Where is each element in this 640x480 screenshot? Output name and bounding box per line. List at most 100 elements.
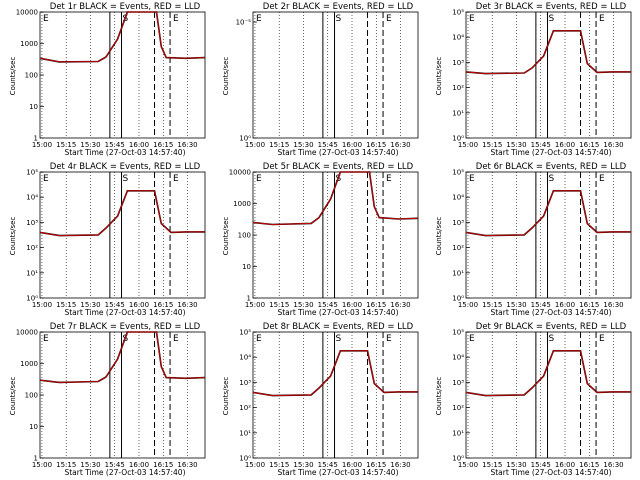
y-tick-label: 10³ xyxy=(452,219,464,227)
y-tick-label: 1 xyxy=(247,295,251,303)
plot-frame xyxy=(39,331,206,459)
y-tick-label: 10⁵ xyxy=(452,169,464,177)
series-line-events xyxy=(465,29,631,75)
chart-plot: 15:00 15:15 15:30 15:45 16:00 16:15 16:30 10⁰ 10… xyxy=(26,169,206,309)
plot-frame xyxy=(252,331,419,459)
x-tick-label: 15:45 xyxy=(318,141,338,149)
y-tick-label: 10¹ xyxy=(239,429,251,437)
x-tick-label: 16:00 xyxy=(555,301,575,309)
chart-panel: Det 8r BLACK = Events, RED = LLD Start Ti… xyxy=(213,320,426,480)
x-tick-label: 15:00 xyxy=(32,141,52,149)
flag-label: E xyxy=(43,174,49,184)
chart-panel: Det 5r BLACK = Events, RED = LLD Start Ti… xyxy=(213,160,426,320)
x-tick-label: 15:30 xyxy=(506,461,526,469)
chart-title: Det 2r BLACK = Events, RED = LLD xyxy=(262,2,414,12)
x-tick-label: 15:30 xyxy=(80,141,100,149)
flag-label: E xyxy=(599,174,605,184)
y-tick-label: 10³ xyxy=(452,59,464,67)
chart-panel: Det 9r BLACK = Events, RED = LLD Start Ti… xyxy=(426,320,639,480)
x-tick-label: 15:00 xyxy=(32,301,52,309)
x-tick-label: 15:00 xyxy=(245,301,265,309)
plot-frame xyxy=(252,171,419,299)
x-tick-label: 16:30 xyxy=(177,301,197,309)
y-tick-label: 10³ xyxy=(452,379,464,387)
x-tick-label: 16:15 xyxy=(579,461,599,469)
y-tick-label: 10⁵ xyxy=(26,169,38,177)
x-tick-label: 16:00 xyxy=(342,461,362,469)
x-tick-label: 15:30 xyxy=(506,301,526,309)
y-tick-label: 10² xyxy=(452,84,464,92)
y-tick-label: 10⁵ xyxy=(452,9,464,17)
x-tick-label: 15:15 xyxy=(56,141,76,149)
y-tick-label: 10² xyxy=(26,244,38,252)
flag-label: E xyxy=(256,334,262,344)
x-tick-label: 15:15 xyxy=(482,141,502,149)
flag-label: E xyxy=(599,14,605,24)
x-axis-label: Start Time (27-Oct-03 14:57:40) xyxy=(64,308,186,317)
x-tick-label: 16:15 xyxy=(366,141,386,149)
chart-title: Det 4r BLACK = Events, RED = LLD xyxy=(49,162,201,172)
chart-panel: Det 7r BLACK = Events, RED = LLD Start Ti… xyxy=(0,320,213,480)
y-tick-label: 100 xyxy=(238,232,251,240)
chart-plot: 15:00 15:15 15:30 15:45 16:00 16:15 16:30 10⁰ 10… xyxy=(452,169,632,309)
x-tick-label: 16:15 xyxy=(153,461,173,469)
x-tick-label: 15:45 xyxy=(531,301,551,309)
x-tick-label: 15:15 xyxy=(269,301,289,309)
y-tick-label: 10 xyxy=(242,263,251,271)
x-tick-label: 15:30 xyxy=(293,141,313,149)
y-tick-label: 10³ xyxy=(239,379,251,387)
series-line-lld xyxy=(39,11,206,63)
x-tick-label: 15:45 xyxy=(318,461,338,469)
y-tick-label: 1 xyxy=(34,135,38,143)
y-tick-label: 10⁰ xyxy=(452,135,464,143)
x-tick-label: 16:00 xyxy=(342,301,362,309)
flag-label: E xyxy=(469,174,475,184)
chart-plot: 15:00 15:15 15:30 15:45 16:00 16:15 16:30 10⁰ 10… xyxy=(236,11,419,149)
x-axis-label: Start Time (27-Oct-03 14:57:40) xyxy=(277,148,399,157)
y-tick-label: 10000 xyxy=(16,329,38,337)
x-tick-label: 16:30 xyxy=(603,141,623,149)
y-tick-label: 10⁰ xyxy=(26,295,38,303)
series-line-lld xyxy=(465,350,631,397)
x-tick-label: 16:15 xyxy=(579,141,599,149)
x-tick-label: 16:30 xyxy=(177,461,197,469)
y-tick-label: 10⁴ xyxy=(26,194,38,202)
x-tick-label: 15:45 xyxy=(105,301,125,309)
series-line-events xyxy=(465,349,631,397)
flag-label: E xyxy=(173,14,179,24)
flag-label: E xyxy=(386,14,392,24)
x-tick-label: 16:00 xyxy=(555,141,575,149)
flag-label: S xyxy=(549,174,555,184)
y-tick-label: 10⁰ xyxy=(239,135,251,143)
series-line-events xyxy=(39,189,205,237)
x-tick-label: 16:30 xyxy=(603,461,623,469)
flag-label: S xyxy=(549,14,555,24)
x-tick-label: 15:15 xyxy=(482,461,502,469)
y-tick-label: 10 xyxy=(29,423,38,431)
y-tick-label: 10³ xyxy=(26,219,38,227)
chart-panel: Det 2r BLACK = Events, RED = LLD Start Ti… xyxy=(213,0,426,160)
flag-label: E xyxy=(469,334,475,344)
x-axis-label: Start Time (27-Oct-03 14:57:40) xyxy=(277,308,399,317)
chart-plot: 15:00 15:15 15:30 15:45 16:00 16:15 16:30 10⁰ 10… xyxy=(452,9,632,149)
chart-panel: Det 6r BLACK = Events, RED = LLD Start Ti… xyxy=(426,160,639,320)
chart-title: Det 6r BLACK = Events, RED = LLD xyxy=(475,162,627,172)
x-tick-label: 16:30 xyxy=(390,141,410,149)
chart-title: Det 7r BLACK = Events, RED = LLD xyxy=(49,322,201,332)
plot-frame xyxy=(252,11,419,139)
x-axis-label: Start Time (27-Oct-03 14:57:40) xyxy=(64,148,186,157)
x-tick-label: 16:30 xyxy=(390,301,410,309)
flag-label: S xyxy=(336,334,342,344)
x-tick-label: 16:15 xyxy=(579,301,599,309)
x-axis-label: Start Time (27-Oct-03 14:57:40) xyxy=(490,308,612,317)
x-tick-label: 16:30 xyxy=(390,461,410,469)
flag-label: S xyxy=(123,174,129,184)
x-tick-label: 15:30 xyxy=(293,461,313,469)
series-line-lld xyxy=(39,190,205,237)
y-tick-label: 100 xyxy=(25,392,38,400)
y-tick-label: 1 xyxy=(34,455,38,463)
plot-frame xyxy=(465,331,632,459)
flag-label: S xyxy=(336,14,342,24)
y-tick-label: 10⁰ xyxy=(452,295,464,303)
flag-label: S xyxy=(549,334,555,344)
